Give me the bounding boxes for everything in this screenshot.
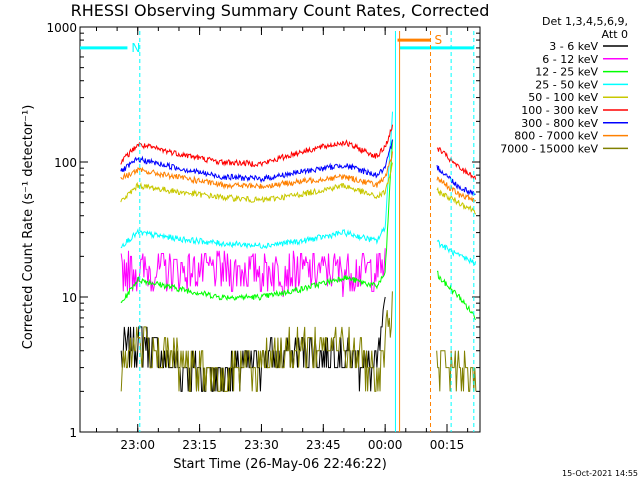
series-line-2 bbox=[120, 139, 476, 321]
plot-area: 1 10 100 1000 23:00 23:15 23:30 23:45 00:00 00:15… bbox=[46, 21, 628, 452]
y-axis-label: Corrected Count Rate (s⁻¹ detector⁻¹) bbox=[21, 105, 36, 350]
x-tick-label-5: 00:15 bbox=[430, 438, 465, 452]
legend-label-2: 12 - 25 keV bbox=[535, 66, 598, 79]
legend-label-4: 50 - 100 keV bbox=[528, 91, 598, 104]
series-line-8 bbox=[120, 291, 477, 392]
legend-label-6: 300 - 800 keV bbox=[521, 117, 598, 130]
legend-header-line-1: Det 1,3,4,5,6,9, bbox=[542, 15, 628, 28]
series-line-3 bbox=[120, 111, 477, 266]
x-tick-label-4: 00:00 bbox=[368, 438, 403, 452]
x-tick-label-2: 23:30 bbox=[244, 438, 279, 452]
y-tick-label-1: 10 bbox=[62, 291, 77, 305]
x-tick-label-3: 23:45 bbox=[306, 438, 341, 452]
footer-timestamp: 15-Oct-2021 14:55 bbox=[562, 469, 638, 478]
series-line-1 bbox=[120, 248, 386, 298]
legend-label-1: 6 - 12 keV bbox=[542, 53, 598, 66]
legend-label-8: 7000 - 15000 keV bbox=[500, 142, 598, 155]
x-axis-label: Start Time (26-May-06 22:46:22) bbox=[173, 457, 387, 472]
y-tick-label-0: 1 bbox=[69, 426, 77, 440]
plot-frame bbox=[79, 26, 481, 433]
y-tick-label-3: 1000 bbox=[46, 21, 77, 35]
legend-label-0: 3 - 6 keV bbox=[549, 40, 598, 53]
x-tick-label-1: 23:15 bbox=[182, 438, 217, 452]
series-line-5 bbox=[120, 124, 477, 180]
legend-label-7: 800 - 7000 keV bbox=[514, 130, 598, 143]
series-line-7 bbox=[120, 151, 477, 202]
series-line-4 bbox=[120, 162, 477, 215]
series-line-6 bbox=[120, 139, 476, 196]
legend-label-5: 100 - 300 keV bbox=[521, 104, 598, 117]
chart-title: RHESSI Observing Summary Count Rates, Co… bbox=[71, 1, 490, 20]
legend-header-line-2: Att 0 bbox=[602, 28, 628, 41]
x-tick-label-0: 23:00 bbox=[120, 438, 155, 452]
flag-label-0: N bbox=[131, 41, 140, 55]
legend-label-3: 25 - 50 keV bbox=[535, 78, 598, 91]
y-tick-label-2: 100 bbox=[54, 156, 77, 170]
flag-label-1: S bbox=[435, 33, 443, 47]
